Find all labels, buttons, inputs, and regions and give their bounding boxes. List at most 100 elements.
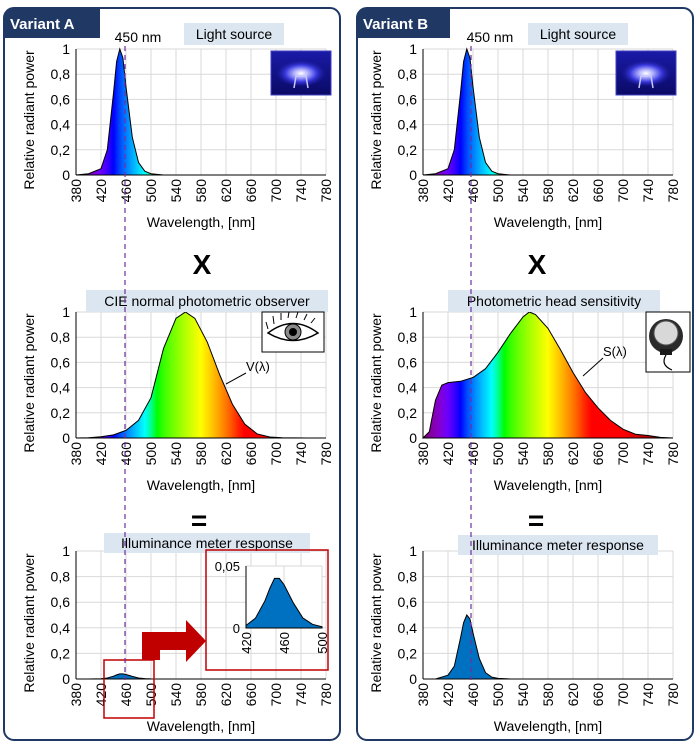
- x-tick-label: 620: [565, 442, 581, 466]
- x-tick-label: 420: [93, 683, 109, 707]
- y-tick-label: 0,6: [51, 91, 71, 107]
- x-tick-label: 660: [590, 683, 606, 707]
- x-tick-label: 380: [68, 442, 84, 466]
- variant-a-tab: Variant A: [4, 8, 100, 38]
- x-tick-label: 380: [415, 179, 431, 203]
- light-source-image-b: [615, 50, 677, 96]
- y-tick-label: 0,2: [398, 142, 418, 158]
- x-tick-label: 660: [590, 179, 606, 203]
- chart-b-source: 0 0,2 0,4 0,6 0,8 1 380 420 460 500 540 580 620 660 70…: [368, 41, 681, 230]
- x-tick-label: 580: [540, 179, 556, 203]
- y-tick-label: 0: [62, 671, 70, 687]
- y-tick-label: 0,8: [398, 66, 418, 82]
- y-tick-label: 0: [409, 671, 417, 687]
- y-tick-label: 0,2: [398, 645, 418, 661]
- marker-a-label: 450 nm: [115, 29, 162, 45]
- x-tick-label: 740: [293, 683, 309, 707]
- photometric-head-illustration: [645, 311, 691, 373]
- x-tick-label: 580: [540, 683, 556, 707]
- variant-b-tab-label: Variant B: [363, 16, 428, 33]
- x-tick-label: 540: [168, 442, 184, 466]
- x-tick-label: 380: [68, 683, 84, 707]
- y-tick-label: 0,05: [215, 559, 240, 574]
- x-tick-label: 620: [218, 442, 234, 466]
- x-axis-title: Wavelength, [nm]: [147, 718, 255, 734]
- zoom-region-box: [103, 659, 155, 719]
- chart-b-source-title: Light source: [540, 26, 616, 42]
- y-tick-label: 0: [62, 167, 70, 183]
- y-tick-label: 0,8: [51, 329, 71, 345]
- x-tick-label: 460: [118, 179, 134, 203]
- curve-label-a-leader: [225, 372, 247, 385]
- x-tick-label: 700: [268, 683, 284, 707]
- x-tick-label: 580: [193, 683, 209, 707]
- spectrum-area: [422, 47, 511, 176]
- x-tick-label: 660: [590, 442, 606, 466]
- x-tick-label: 420: [440, 179, 456, 203]
- x-tick-label: 620: [218, 179, 234, 203]
- y-tick-label: 0,2: [51, 142, 71, 158]
- x-tick-label: 700: [268, 179, 284, 203]
- x-tick-label: 500: [143, 442, 159, 466]
- chart-a-sensitivity-title-box: [86, 290, 328, 312]
- x-tick-label: 780: [665, 442, 681, 466]
- x-tick-label: 780: [665, 683, 681, 707]
- x-tick-label: 620: [218, 683, 234, 707]
- x-tick-label: 660: [243, 179, 259, 203]
- chart-b-response-title-box: [458, 535, 658, 555]
- spectrum-area: [421, 311, 674, 439]
- x-tick-label: 500: [143, 179, 159, 203]
- x-tick-label: 780: [318, 179, 334, 203]
- x-tick-label: 660: [243, 683, 259, 707]
- chart-a-source: 0 0,2 0,4 0,6 0,8 1 380 420 460 500 540 580 620 660 70…: [21, 41, 334, 230]
- y-tick-label: 0,4: [51, 380, 71, 396]
- y-tick-label: 0,4: [398, 620, 418, 636]
- chart-a-source-title: Light source: [196, 26, 272, 42]
- y-axis-title: Relative radiant power: [368, 313, 384, 453]
- variant-a-frame: [3, 7, 341, 741]
- x-tick-label: 500: [490, 683, 506, 707]
- y-tick-label: 0,6: [398, 594, 418, 610]
- operator-equals-a: =: [191, 505, 207, 536]
- x-tick-label: 380: [415, 442, 431, 466]
- x-tick-label: 780: [318, 683, 334, 707]
- x-tick-label: 780: [665, 179, 681, 203]
- variant-a-tab-label: Variant A: [10, 16, 75, 33]
- chart-b-sensitivity-title-box: [448, 290, 660, 312]
- variant-b-frame: [356, 7, 694, 741]
- x-axis-title: Wavelength, [nm]: [494, 214, 602, 230]
- operator-multiply-b: X: [528, 249, 547, 280]
- x-tick-label: 540: [515, 683, 531, 707]
- marker-b-label: 450 nm: [467, 29, 514, 45]
- x-tick-label: 740: [293, 442, 309, 466]
- x-tick-label: 460: [277, 632, 292, 654]
- x-tick-label: 500: [315, 632, 330, 654]
- y-axis-title: Relative radiant power: [21, 313, 37, 453]
- x-tick-label: 500: [490, 179, 506, 203]
- x-tick-label: 380: [68, 179, 84, 203]
- y-tick-label: 0,8: [398, 569, 418, 585]
- x-tick-label: 740: [640, 683, 656, 707]
- inset-frame: [205, 549, 329, 671]
- y-tick-label: 0,6: [51, 594, 71, 610]
- zoom-arrow: [142, 620, 206, 662]
- x-tick-label: 420: [440, 442, 456, 466]
- x-tick-label: 660: [243, 442, 259, 466]
- y-tick-label: 1: [62, 41, 70, 57]
- x-tick-label: 700: [615, 179, 631, 203]
- y-tick-label: 1: [409, 304, 417, 320]
- x-tick-label: 580: [540, 442, 556, 466]
- chart-b-sensitivity-title: Photometric head sensitivity: [467, 293, 641, 309]
- x-tick-label: 700: [615, 683, 631, 707]
- y-tick-label: 0,2: [51, 405, 71, 421]
- x-tick-label: 700: [615, 442, 631, 466]
- curve-label-a: V(λ): [246, 359, 270, 374]
- x-tick-label: 620: [565, 683, 581, 707]
- x-tick-label: 500: [143, 683, 159, 707]
- spectrum-area: [88, 673, 164, 680]
- x-tick-label: 460: [118, 683, 134, 707]
- y-tick-label: 0: [409, 430, 417, 446]
- y-tick-label: 0,6: [398, 354, 418, 370]
- x-tick-label: 460: [118, 442, 134, 466]
- y-tick-label: 1: [62, 543, 70, 559]
